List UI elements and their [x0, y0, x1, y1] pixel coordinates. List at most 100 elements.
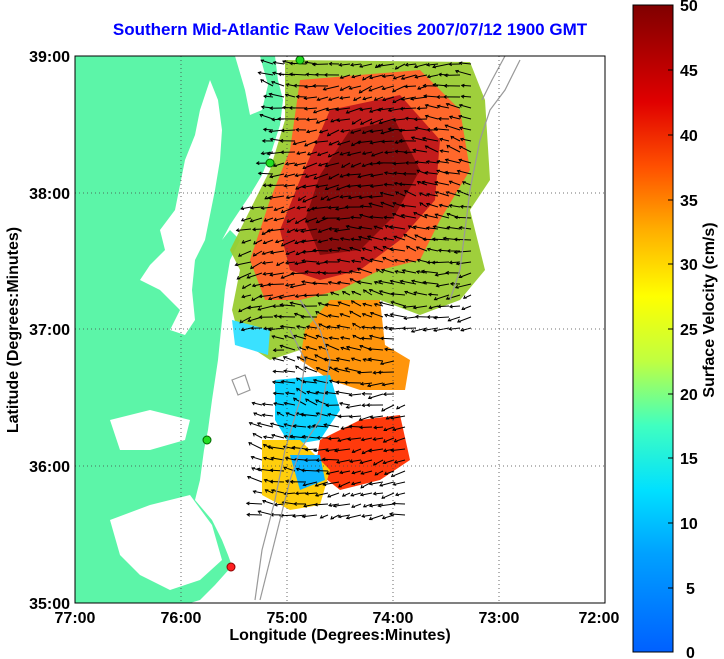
velocity-arrow-head	[347, 195, 352, 200]
velocity-arrow	[357, 371, 373, 374]
velocity-arrow-head	[328, 503, 333, 507]
velocity-arrow-head	[280, 150, 284, 155]
velocity-arrow	[404, 190, 417, 197]
velocity-arrow-head	[304, 84, 308, 89]
velocity-arrow	[378, 107, 395, 111]
velocity-arrow	[368, 393, 384, 399]
velocity-arrow-head	[283, 401, 288, 406]
velocity-arrow	[411, 327, 428, 333]
velocity-arrow	[369, 74, 384, 79]
velocity-arrow-head	[282, 105, 286, 110]
velocity-arrow-head	[260, 79, 265, 83]
velocity-arrow	[361, 257, 373, 263]
velocity-arrow	[328, 314, 340, 318]
velocity-arrow-head	[350, 237, 355, 242]
velocity-arrow	[403, 233, 417, 241]
velocity-arrow	[458, 159, 472, 164]
velocity-arrow-head	[335, 390, 340, 395]
velocity-arrow	[272, 335, 285, 340]
velocity-arrow	[338, 271, 351, 274]
velocity-arrow	[328, 173, 340, 180]
velocity-arrow	[295, 173, 307, 177]
velocity-arrow	[351, 357, 362, 362]
velocity-arrow	[252, 402, 263, 406]
velocity-arrow-head	[390, 301, 395, 305]
velocity-arrow-head	[327, 205, 332, 210]
velocity-arrow	[394, 259, 406, 263]
velocity-arrow-head	[245, 501, 250, 506]
velocity-arrow	[328, 281, 340, 285]
velocity-arrow-head	[283, 183, 288, 188]
velocity-arrow-head	[261, 413, 266, 418]
velocity-arrow-head	[458, 115, 463, 119]
velocity-arrow	[413, 226, 428, 230]
velocity-arrow-head	[339, 470, 344, 475]
velocity-arrow	[315, 492, 329, 497]
velocity-arrow-head	[384, 347, 388, 352]
velocity-arrow	[351, 74, 362, 78]
velocity-arrow-head	[314, 354, 319, 358]
velocity-arrow-head	[330, 515, 334, 520]
velocity-arrow	[335, 107, 351, 111]
velocity-arrow	[285, 283, 296, 286]
velocity-arrow	[253, 490, 263, 494]
velocity-arrow	[400, 280, 417, 285]
velocity-arrow-head	[315, 412, 320, 416]
velocity-arrow-head	[422, 280, 427, 285]
velocity-arrow-head	[393, 181, 398, 186]
velocity-arrow-head	[260, 206, 265, 210]
velocity-arrow-head	[372, 437, 377, 441]
velocity-arrow	[295, 239, 307, 244]
velocity-arrow-head	[262, 500, 266, 504]
velocity-arrow-head	[300, 468, 305, 473]
velocity-arrow-head	[384, 150, 389, 155]
velocity-arrow-head	[351, 470, 356, 475]
velocity-arrow-head	[388, 327, 393, 331]
velocity-arrow	[373, 459, 384, 466]
velocity-arrow-head	[300, 379, 305, 384]
velocity-arrow	[293, 425, 307, 428]
velocity-arrow-head	[436, 95, 440, 100]
velocity-arrow	[392, 118, 406, 121]
velocity-arrow	[312, 63, 329, 65]
velocity-arrow-head	[315, 311, 320, 315]
velocity-arrow	[323, 481, 340, 486]
velocity-arrow	[455, 216, 472, 219]
velocity-arrow-head	[277, 314, 282, 319]
velocity-arrow	[250, 261, 263, 270]
velocity-arrow-head	[458, 274, 463, 279]
velocity-arrow	[446, 144, 461, 153]
velocity-arrow-head	[253, 240, 257, 245]
velocity-arrow-head	[446, 225, 451, 230]
velocity-arrow	[379, 301, 395, 307]
velocity-arrow-head	[424, 145, 429, 149]
velocity-arrow-head	[461, 306, 466, 311]
velocity-arrow	[359, 85, 373, 94]
velocity-arrow	[404, 151, 417, 153]
velocity-arrow-head	[345, 405, 350, 409]
velocity-arrow-head	[369, 312, 374, 316]
velocity-arrow-head	[372, 461, 377, 466]
velocity-arrow	[316, 184, 329, 188]
velocity-arrow-head	[402, 171, 407, 176]
velocity-arrow-head	[389, 313, 394, 317]
velocity-arrow-head	[248, 422, 253, 426]
velocity-arrow-head	[392, 202, 397, 206]
velocity-arrow-head	[276, 411, 281, 416]
velocity-arrow	[301, 380, 318, 384]
velocity-arrow	[410, 96, 428, 100]
velocity-arrow	[349, 247, 362, 252]
velocity-arrow-head	[323, 423, 328, 428]
x-tick-label: 75:00	[267, 610, 308, 627]
velocity-arrow	[432, 63, 450, 68]
velocity-arrow	[417, 107, 428, 109]
velocity-arrow-head	[458, 104, 463, 108]
velocity-arrow-head	[294, 261, 299, 266]
velocity-arrow	[318, 228, 329, 233]
velocity-arrow	[362, 313, 373, 318]
velocity-arrow-head	[262, 240, 267, 244]
velocity-arrow	[359, 195, 373, 199]
velocity-arrow-head	[357, 184, 362, 189]
velocity-arrow-head	[349, 310, 353, 315]
velocity-arrow	[340, 237, 351, 241]
